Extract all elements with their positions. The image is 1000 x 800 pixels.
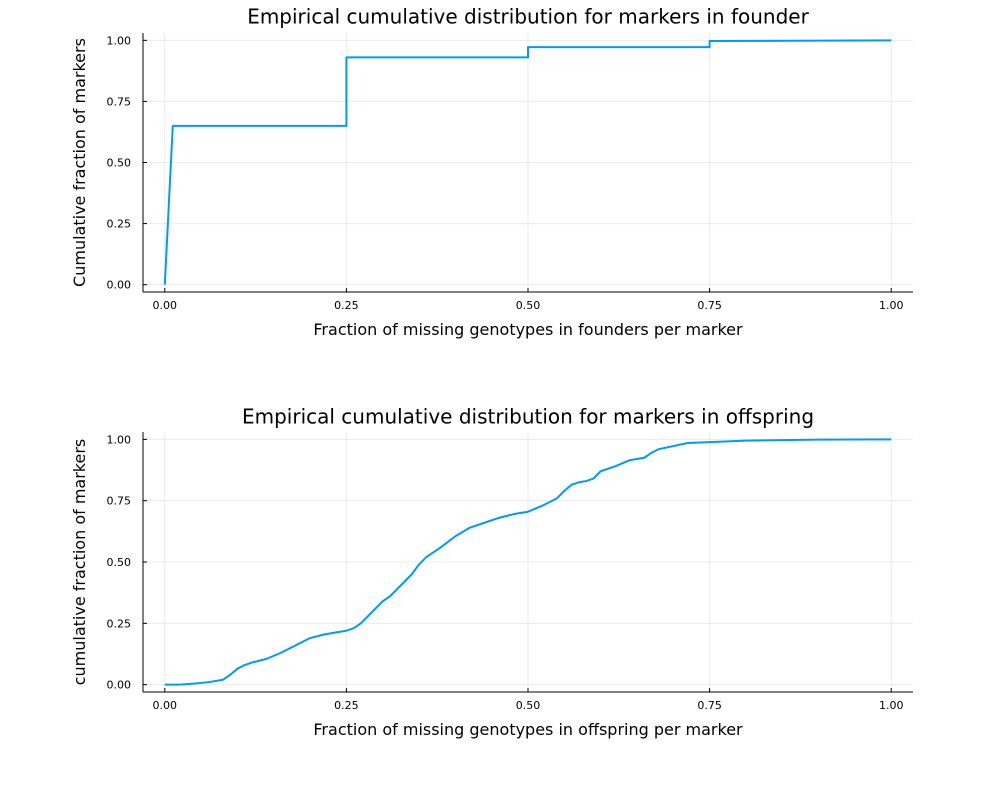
offspring-x-tick-label-0: 0.00 (153, 699, 178, 712)
offspring-ecdf-line (164, 438, 892, 686)
founder-y-tick-label-4: 1.00 (107, 34, 132, 47)
offspring-chart-title: Empirical cumulative distribution for ma… (242, 405, 814, 429)
founder-ticks: 0.00 0.25 0.50 0.75 1.00 0.00 0.25 0.50 0.75 1.00 (107, 34, 904, 312)
founder-grid (143, 33, 913, 292)
offspring-x-tick-label-4: 1.00 (879, 699, 904, 712)
founder-x-tick-label-0: 0.00 (153, 299, 178, 312)
offspring-y-tick-label-4: 1.00 (107, 433, 132, 446)
offspring-y-tick-label-2: 0.50 (107, 556, 132, 569)
founder-chart-title: Empirical cumulative distribution for ma… (247, 5, 809, 29)
founder-x-axis-label: Fraction of missing genotypes in founder… (313, 320, 743, 339)
founder-x-tick-label-2: 0.50 (516, 299, 541, 312)
offspring-y-tick-label-1: 0.25 (107, 617, 132, 630)
offspring-grid (143, 432, 913, 692)
offspring-x-tick-label-2: 0.50 (516, 699, 541, 712)
founder-y-tick-label-0: 0.00 (107, 279, 132, 292)
offspring-ticks: 0.00 0.25 0.50 0.75 1.00 0.00 0.25 0.50 0.75 1.00 (107, 433, 904, 712)
founder-y-axis-label: Cumulative fraction of markers (70, 38, 89, 287)
founder-ecdf-panel: 0.00 0.25 0.50 0.75 1.00 0.00 0.25 0.50 0.75 1.00… (70, 5, 913, 339)
founder-y-tick-label-3: 0.75 (107, 95, 132, 108)
offspring-x-tick-label-3: 0.75 (697, 699, 722, 712)
founder-x-tick-label-1: 0.25 (334, 299, 359, 312)
founder-ecdf-line (163, 39, 892, 285)
offspring-y-axis-label: cumulative fraction of markers (70, 439, 89, 686)
offspring-y-tick-label-0: 0.00 (107, 679, 132, 692)
founder-x-tick-label-4: 1.00 (879, 299, 904, 312)
offspring-x-axis-label: Fraction of missing genotypes in offspri… (313, 720, 743, 739)
founder-y-tick-label-2: 0.50 (107, 157, 132, 170)
founder-x-tick-label-3: 0.75 (697, 299, 722, 312)
offspring-x-tick-label-1: 0.25 (334, 699, 359, 712)
offspring-y-tick-label-3: 0.75 (107, 495, 132, 508)
founder-y-tick-label-1: 0.25 (107, 218, 132, 231)
offspring-ecdf-panel: 0.00 0.25 0.50 0.75 1.00 0.00 0.25 0.50 0.75 1.00… (70, 405, 913, 739)
